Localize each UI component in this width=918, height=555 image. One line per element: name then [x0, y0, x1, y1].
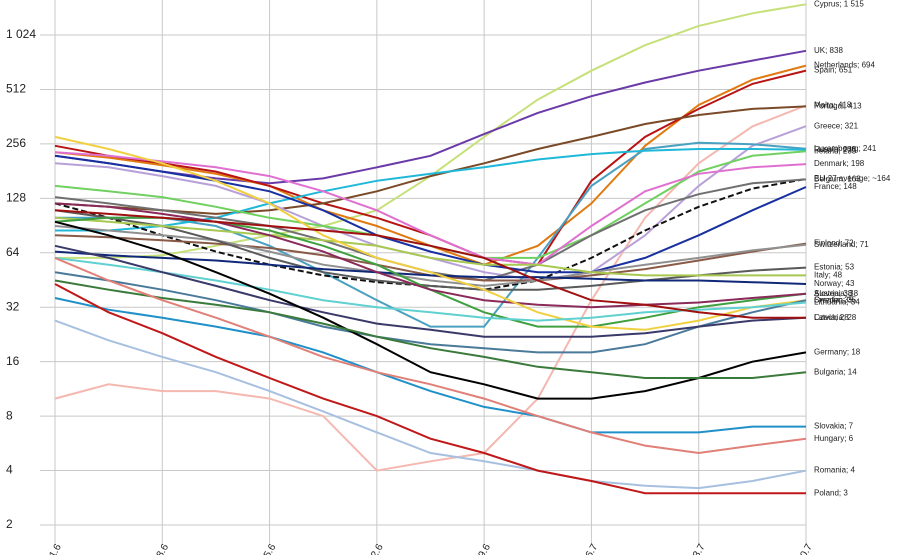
y-tick-label: 256 — [6, 136, 26, 150]
series-label: Portugal; 413 — [814, 101, 862, 110]
series-line — [54, 297, 806, 434]
series-line — [54, 151, 807, 266]
series-label: Hungary; 6 — [814, 434, 854, 443]
series-label: Greece; 321 — [814, 121, 859, 130]
x-tick-label: 8.6 — [155, 542, 172, 555]
series-label: Bulgaria; 14 — [814, 367, 857, 376]
series-label: Slovenia; 38 — [814, 289, 859, 298]
series-label: Austria; 38 — [814, 289, 853, 298]
series-line — [55, 141, 807, 328]
series-label: Latvia; 28 — [814, 313, 849, 322]
series-line — [54, 209, 806, 319]
series-label: Switzerland; 71 — [814, 240, 869, 249]
series-line — [55, 148, 807, 232]
y-tick-label: 4 — [6, 463, 13, 477]
series-line — [54, 283, 806, 495]
series-line — [54, 319, 807, 490]
y-tick-label: 64 — [6, 245, 20, 259]
y-tick-label: 32 — [6, 299, 20, 313]
y-tick-label: 16 — [6, 354, 20, 368]
series-line — [54, 150, 807, 259]
series-label: Croatia; 35 — [814, 295, 854, 304]
series-label: France; 148 — [814, 182, 857, 191]
series-line — [55, 3, 807, 259]
series-label: Netherlands; 694 — [814, 61, 875, 70]
series-label: Slovakia; 7 — [814, 422, 854, 431]
x-tick-label: 29.6 — [474, 542, 493, 555]
series-label: Estonia; 53 — [814, 263, 855, 272]
x-tick-label: 15.6 — [259, 542, 278, 555]
series-label: Belgium; 163 — [814, 174, 861, 183]
series-line — [54, 225, 807, 287]
series-line — [54, 135, 807, 331]
series-label: Spain; 651 — [814, 66, 853, 75]
series-label: Luxembourg; 241 — [814, 144, 877, 153]
x-tick-label: 13.7 — [688, 542, 707, 555]
series-label: Poland; 3 — [814, 488, 848, 497]
series-line — [54, 220, 807, 400]
series-line — [54, 279, 807, 379]
series-line — [54, 178, 807, 282]
series-line — [54, 250, 807, 285]
x-tick-label: 6.7 — [584, 542, 601, 555]
series-label: Sweden; 35 — [814, 295, 857, 304]
y-tick-label: 1 024 — [6, 27, 36, 41]
series-line — [54, 105, 807, 215]
series-label: Ireland; 233 — [814, 146, 857, 155]
series-label: Denmark; 198 — [814, 159, 865, 168]
series-line — [54, 216, 806, 277]
series-line — [54, 244, 807, 338]
series-line — [54, 256, 807, 455]
series-line — [54, 202, 807, 309]
x-tick-label: 20.7 — [796, 542, 815, 555]
series-label: Finland; 72 — [814, 239, 854, 248]
y-tick-label: 8 — [6, 408, 13, 422]
series-label: Malta; 418 — [814, 101, 852, 110]
y-tick-label: 512 — [6, 82, 26, 96]
series-label: Germany; 18 — [814, 348, 861, 357]
series-label: Cyprus; 1 515 — [814, 0, 864, 8]
series-label: UK; 838 — [814, 46, 843, 55]
series-line — [54, 271, 807, 354]
series-label: Lithuania; 34 — [814, 298, 860, 307]
series-label: Italy; 48 — [814, 271, 843, 280]
series-line — [54, 154, 807, 274]
x-tick-label: 1.6 — [47, 542, 64, 555]
series-label: Romania; 4 — [814, 466, 855, 475]
y-tick-label: 128 — [6, 191, 26, 205]
series-line — [54, 209, 807, 291]
x-tick-label: 22.6 — [366, 542, 385, 555]
y-tick-label: 2 — [6, 517, 13, 531]
series-label: Czechia; 28 — [814, 313, 857, 322]
series-label: Russia; 238 — [814, 145, 857, 154]
series-label: EU-27 average; ~164 — [814, 174, 891, 183]
series-label: Norway; 43 — [814, 279, 855, 288]
